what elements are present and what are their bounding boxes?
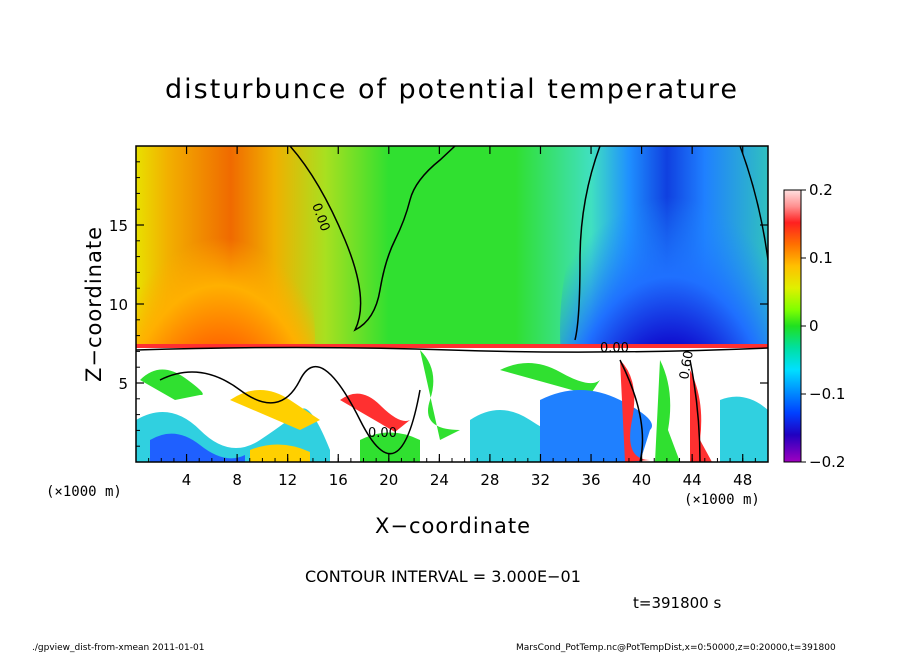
chart-title: disturbunce of potential temperature	[165, 74, 739, 105]
x-axis-unit-left: (×1000 m)	[46, 484, 122, 500]
x-axis-ticks: 4 8 12 16 20 24 28 32 36 40 44 48	[135, 146, 769, 489]
heatmap-plot-area	[136, 146, 768, 462]
cold-anomaly	[560, 146, 768, 462]
x-tick-label: 16	[329, 471, 348, 489]
colorbar-tick-label: −0.1	[809, 385, 845, 403]
colorbar	[783, 189, 802, 463]
contour-label: 0.60	[677, 350, 697, 381]
colorbar-ticks: 0.2 0.1 0 −0.1 −0.2	[801, 181, 845, 471]
contour-label: 0.00	[368, 426, 397, 441]
x-axis-unit-right: (×1000 m)	[684, 492, 760, 508]
y-tick-label: 5	[118, 375, 128, 393]
contour-label: 0.00	[600, 341, 629, 356]
y-tick-label: 10	[109, 296, 128, 314]
y-axis-ticks: 5 10 15	[109, 145, 768, 463]
x-tick-label: 28	[480, 471, 499, 489]
x-tick-label: 24	[430, 471, 449, 489]
x-tick-label: 32	[531, 471, 550, 489]
inversion-band	[136, 344, 768, 348]
x-tick-label: 48	[733, 471, 752, 489]
contour-interval-label: CONTOUR INTERVAL = 3.000E−01	[305, 567, 581, 586]
x-tick-label: 40	[632, 471, 651, 489]
x-tick-label: 20	[379, 471, 398, 489]
contour-lines	[136, 146, 768, 462]
y-axis-label: Z−coordinate	[82, 226, 106, 382]
colorbar-tick-label: 0	[809, 317, 819, 335]
footer-left-text: ./gpview_dist-from-xmean 2011-01-01	[32, 643, 205, 653]
colorbar-tick-label: −0.2	[809, 453, 845, 471]
y-tick-label: 15	[109, 217, 128, 235]
x-tick-label: 12	[278, 471, 297, 489]
colorbar-tick-label: 0.2	[809, 181, 833, 199]
time-label: t=391800 s	[633, 594, 722, 612]
x-tick-label: 8	[232, 471, 242, 489]
x-tick-label: 4	[182, 471, 192, 489]
x-tick-label: 44	[683, 471, 702, 489]
x-tick-label: 36	[581, 471, 600, 489]
x-axis-label: X−coordinate	[375, 514, 531, 538]
footer-right-text: MarsCond_PotTemp.nc@PotTempDist,x=0:5000…	[516, 643, 836, 653]
colorbar-tick-label: 0.1	[809, 249, 833, 267]
